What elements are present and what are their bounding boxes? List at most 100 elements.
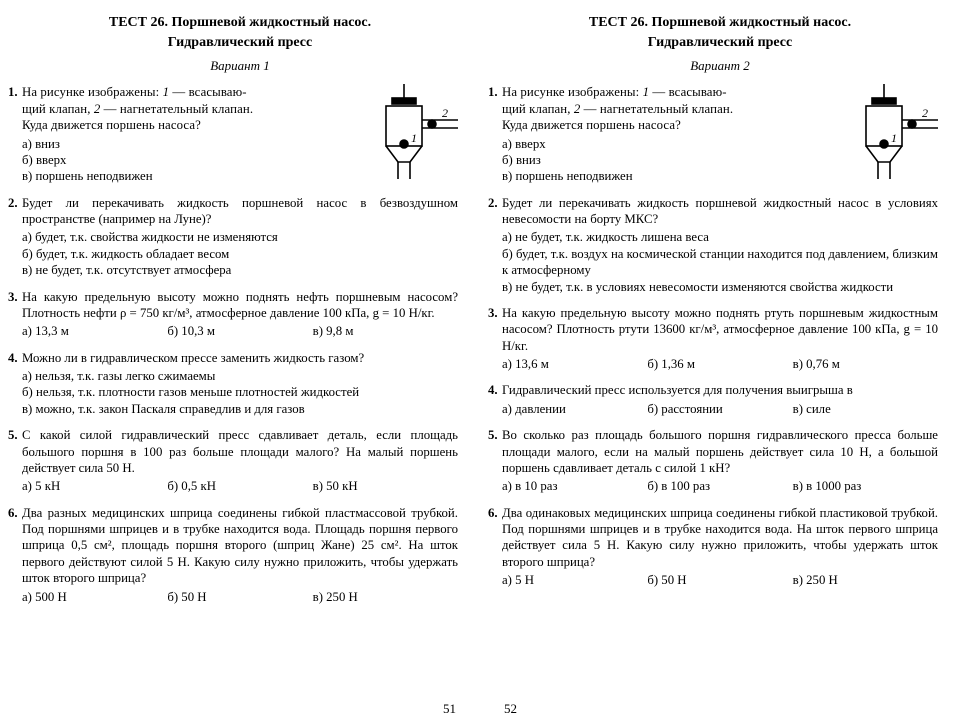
option-a: а) в 10 раз — [502, 478, 647, 494]
question-stem: Во сколько раз площадь большого поршня г… — [502, 427, 938, 476]
question-stem: С какой силой гидравлический пресс сдавл… — [22, 427, 458, 476]
question-number: 1. — [8, 84, 18, 100]
option-b: б) 50 Н — [167, 589, 312, 605]
question-number: 2. — [8, 195, 18, 211]
option-c: в) 0,76 м — [793, 356, 938, 372]
question-1: 1. 1 2 — [502, 84, 938, 184]
question-5: 5. С какой силой гидравлический пресс сд… — [22, 427, 458, 495]
question-number: 2. — [488, 195, 498, 211]
question-stem: Будет ли перекачивать жидкость поршневой… — [22, 195, 458, 228]
option-c: в) не будет, т.к. отсутствует атмосфера — [22, 262, 458, 278]
question-number: 6. — [488, 505, 498, 521]
question-number: 1. — [488, 84, 498, 100]
page-number: 51 — [443, 701, 456, 718]
option-a: а) 13,3 м — [22, 323, 167, 339]
test-title-line1: ТЕСТ 26. Поршневой жидкостный насос. — [502, 14, 938, 32]
question-2: 2. Будет ли перекачивать жидкость поршне… — [22, 195, 458, 279]
test-title-line2: Гидравлический пресс — [502, 34, 938, 52]
options: а) в 10 раз б) в 100 раз в) в 1000 раз — [502, 478, 938, 494]
page: ТЕСТ 26. Поршневой жидкостный насос. Гид… — [0, 0, 960, 720]
option-a: а) 500 Н — [22, 589, 167, 605]
variant-label: Вариант 1 — [22, 58, 458, 75]
options: а) нельзя, т.к. газы легко сжимаемы б) н… — [22, 368, 458, 417]
options: а) 5 кН б) 0,5 кН в) 50 кН — [22, 478, 458, 494]
option-c: в) не будет, т.к. в условиях невесомости… — [502, 279, 938, 295]
option-c: в) 9,8 м — [313, 323, 458, 339]
option-a: а) 5 кН — [22, 478, 167, 494]
option-b: б) 1,36 м — [647, 356, 792, 372]
options: а) будет, т.к. свойства жидкости не изме… — [22, 229, 458, 278]
option-b: б) 50 Н — [647, 572, 792, 588]
options: а) 13,6 м б) 1,36 м в) 0,76 м — [502, 356, 938, 372]
stem-part: — всасываю- — [649, 85, 727, 99]
right-column: ТЕСТ 26. Поршневой жидкостный насос. Гид… — [480, 0, 960, 720]
stem-part: На рисунке изображены: — [22, 85, 163, 99]
option-b: б) нельзя, т.к. плотности газов меньше п… — [22, 384, 458, 400]
stem-part: На рисунке изображены: — [502, 85, 643, 99]
question-2: 2. Будет ли перекачивать жидкость поршне… — [502, 195, 938, 295]
question-stem: На какую предельную высоту можно поднять… — [22, 289, 458, 322]
option-a: а) 13,6 м — [502, 356, 647, 372]
question-number: 3. — [8, 289, 18, 305]
question-stem: Можно ли в гидравлическом прессе заменит… — [22, 350, 458, 366]
stem-part: — нагнетательный клапан. — [580, 102, 733, 116]
question-number: 4. — [488, 382, 498, 398]
options: а) 13,3 м б) 10,3 м в) 9,8 м — [22, 323, 458, 339]
question-stem: Два разных медицинских шприца соединены … — [22, 505, 458, 587]
question-stem: На какую предельную высоту можно поднять… — [502, 305, 938, 354]
options: а) не будет, т.к. жидкость лишена веса б… — [502, 229, 938, 295]
svg-text:1: 1 — [891, 131, 897, 145]
option-b: б) 10,3 м — [167, 323, 312, 339]
option-a: а) не будет, т.к. жидкость лишена веса — [502, 229, 938, 245]
pump-figure: 1 2 — [856, 84, 938, 179]
stem-part: щий клапан, — [502, 102, 574, 116]
option-a: а) нельзя, т.к. газы легко сжимаемы — [22, 368, 458, 384]
option-a: а) будет, т.к. свойства жидкости не изме… — [22, 229, 458, 245]
question-1: 1. — [22, 84, 458, 184]
question-5: 5. Во сколько раз площадь большого поршн… — [502, 427, 938, 495]
option-c: в) силе — [793, 401, 938, 417]
option-a: а) давлении — [502, 401, 647, 417]
option-c: в) в 1000 раз — [793, 478, 938, 494]
left-column: ТЕСТ 26. Поршневой жидкостный насос. Гид… — [0, 0, 480, 720]
question-6: 6. Два разных медицинских шприца соедине… — [22, 505, 458, 605]
question-number: 4. — [8, 350, 18, 366]
question-stem: Два одинаковых медицинских шприца соедин… — [502, 505, 938, 571]
svg-text:2: 2 — [922, 106, 928, 120]
option-b: б) будет, т.к. жидкость обладает весом — [22, 246, 458, 262]
question-number: 5. — [488, 427, 498, 443]
question-3: 3. На какую предельную высоту можно подн… — [502, 305, 938, 373]
option-b: б) будет, т.к. воздух на космической ста… — [502, 246, 938, 279]
option-b: б) 0,5 кН — [167, 478, 312, 494]
test-title-line2: Гидравлический пресс — [22, 34, 458, 52]
test-title-line1: ТЕСТ 26. Поршневой жидкостный насос. — [22, 14, 458, 32]
option-b: б) расстоянии — [647, 401, 792, 417]
option-b: б) в 100 раз — [647, 478, 792, 494]
question-number: 5. — [8, 427, 18, 443]
question-4: 4. Можно ли в гидравлическом прессе заме… — [22, 350, 458, 418]
option-a: а) 5 Н — [502, 572, 647, 588]
question-number: 3. — [488, 305, 498, 321]
stem-part: — всасываю- — [169, 85, 247, 99]
pump-figure: 1 2 — [376, 84, 458, 179]
option-c: в) 50 кН — [313, 478, 458, 494]
stem-part: — нагнетательный клапан. — [100, 102, 253, 116]
options: а) 500 Н б) 50 Н в) 250 Н — [22, 589, 458, 605]
svg-text:2: 2 — [442, 106, 448, 120]
options: а) давлении б) расстоянии в) силе — [502, 401, 938, 417]
question-stem: Гидравлический пресс используется для по… — [502, 382, 938, 398]
option-c: в) можно, т.к. закон Паскаля справедлив … — [22, 401, 458, 417]
variant-label: Вариант 2 — [502, 58, 938, 75]
question-number: 6. — [8, 505, 18, 521]
question-3: 3. На какую предельную высоту можно подн… — [22, 289, 458, 340]
stem-part: Куда движется поршень насоса? — [22, 118, 201, 132]
options: а) 5 Н б) 50 Н в) 250 Н — [502, 572, 938, 588]
option-c: в) 250 Н — [313, 589, 458, 605]
page-number: 52 — [504, 701, 517, 718]
option-c: в) 250 Н — [793, 572, 938, 588]
svg-text:1: 1 — [411, 131, 417, 145]
question-4: 4. Гидравлический пресс используется для… — [502, 382, 938, 417]
question-stem: Будет ли перекачивать жидкость поршневой… — [502, 195, 938, 228]
question-6: 6. Два одинаковых медицинских шприца сое… — [502, 505, 938, 589]
stem-part: Куда движется поршень насоса? — [502, 118, 681, 132]
